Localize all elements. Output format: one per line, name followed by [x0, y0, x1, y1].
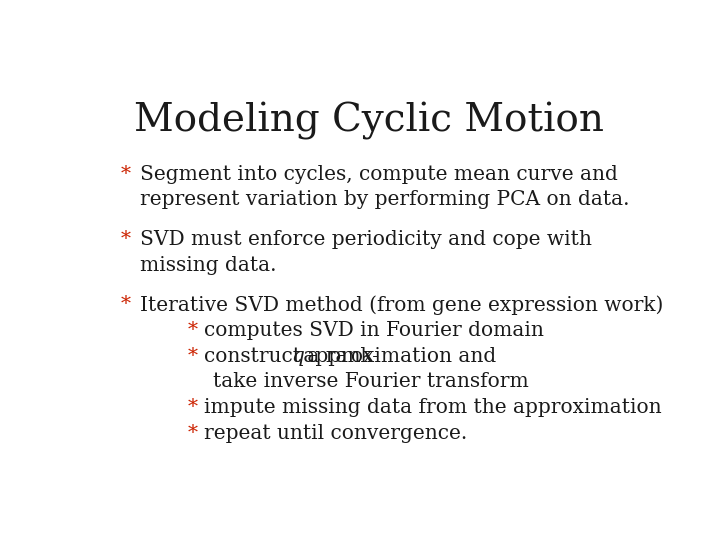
Text: *: *	[188, 321, 198, 340]
Text: impute missing data from the approximation: impute missing data from the approximati…	[204, 399, 662, 417]
Text: missing data.: missing data.	[140, 255, 276, 275]
Text: approximation and: approximation and	[297, 347, 497, 366]
Text: *: *	[121, 295, 131, 314]
Text: represent variation by performing PCA on data.: represent variation by performing PCA on…	[140, 191, 630, 210]
Text: repeat until convergence.: repeat until convergence.	[204, 424, 468, 443]
Text: construct a rank-: construct a rank-	[204, 347, 379, 366]
Text: *: *	[121, 165, 131, 184]
Text: take inverse Fourier transform: take inverse Fourier transform	[213, 373, 528, 392]
Text: *: *	[188, 399, 198, 417]
Text: *: *	[188, 424, 198, 443]
Text: Iterative SVD method (from gene expression work): Iterative SVD method (from gene expressi…	[140, 295, 664, 315]
Text: computes SVD in Fourier domain: computes SVD in Fourier domain	[204, 321, 544, 340]
Text: q: q	[292, 347, 305, 366]
Text: SVD must enforce periodicity and cope with: SVD must enforce periodicity and cope wi…	[140, 230, 592, 249]
Text: *: *	[188, 347, 198, 366]
Text: Segment into cycles, compute mean curve and: Segment into cycles, compute mean curve …	[140, 165, 618, 184]
Text: Modeling Cyclic Motion: Modeling Cyclic Motion	[134, 102, 604, 140]
Text: *: *	[121, 230, 131, 249]
